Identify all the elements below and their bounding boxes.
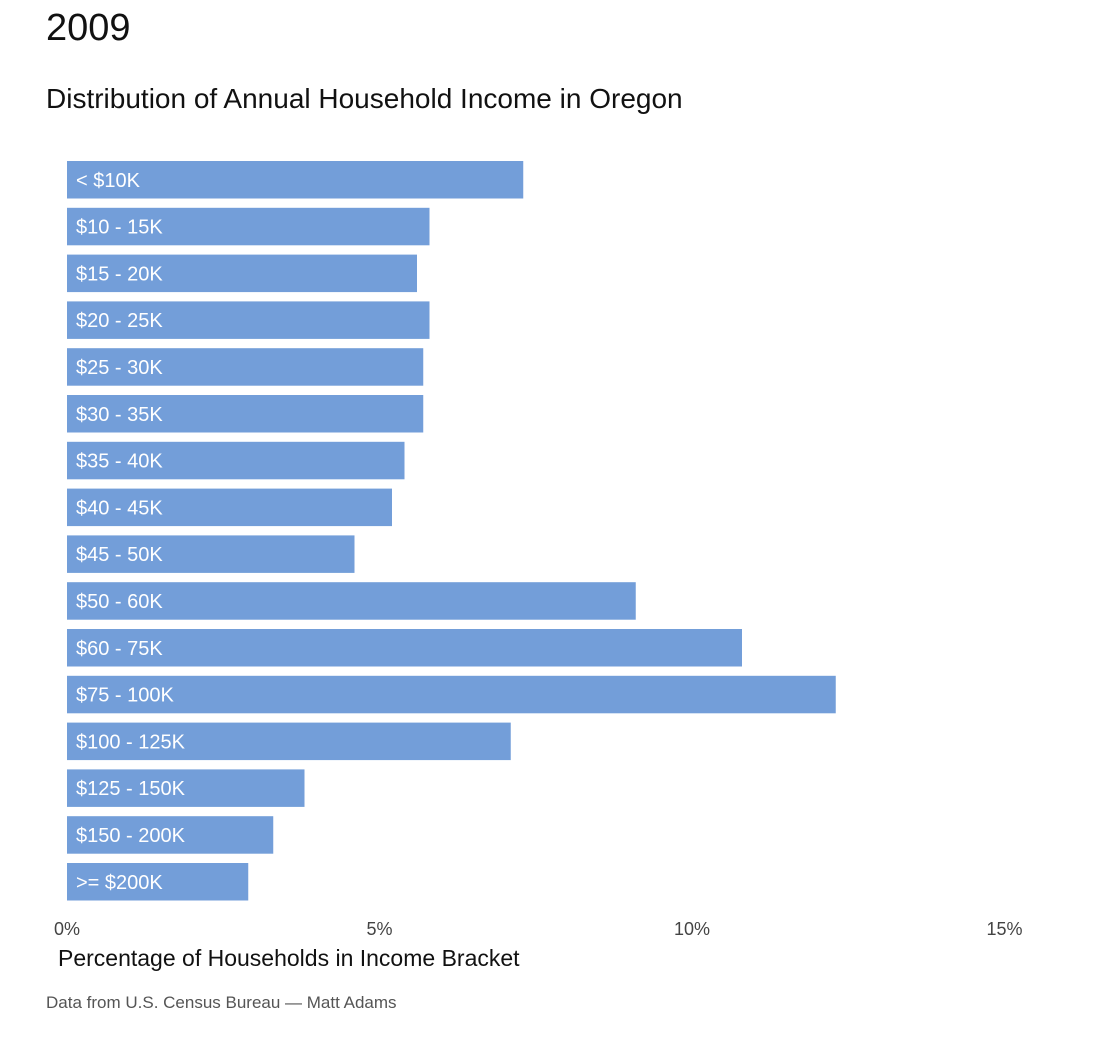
bar-label: $150 - 200K <box>76 825 186 847</box>
bar <box>67 863 249 901</box>
bar-label: $10 - 15K <box>76 217 163 239</box>
x-tick-label: 5% <box>366 919 392 939</box>
bar-label: $15 - 20K <box>76 263 163 285</box>
x-tick-label: 15% <box>986 919 1022 939</box>
bars-layer: < $10K $10 - 15K $15 - 20K $20 - 25K $25 - 3… <box>67 161 836 901</box>
bar-label: $125 - 150K <box>76 778 186 800</box>
bar-label: $100 - 125K <box>76 731 186 753</box>
bar <box>67 161 524 199</box>
x-tick-label: 10% <box>674 919 710 939</box>
x-axis-ticks: 0% 5% 10% 15% <box>54 919 1023 939</box>
bar-chart: < $10K $10 - 15K $15 - 20K $20 - 25K $25 - 3… <box>54 161 1023 939</box>
bar <box>67 301 430 339</box>
bar <box>67 816 274 854</box>
x-axis-label: Percentage of Households in Income Brack… <box>58 945 520 971</box>
bar-label: $50 - 60K <box>76 591 163 613</box>
bar <box>67 441 405 480</box>
bar <box>67 535 355 573</box>
bar-label: $20 - 25K <box>76 310 163 332</box>
chart-title: Distribution of Annual Household Income … <box>46 83 683 114</box>
bar <box>67 722 511 761</box>
bar <box>67 207 430 246</box>
bar-label: $25 - 30K <box>76 357 163 379</box>
credit-text: Data from U.S. Census Bureau — Matt Adam… <box>46 993 397 1012</box>
bar <box>67 582 636 620</box>
bar <box>67 769 305 807</box>
bar-label: $60 - 75K <box>76 638 163 660</box>
bar-label: >= $200K <box>76 872 163 894</box>
bar <box>67 254 417 293</box>
bar-label: $35 - 40K <box>76 451 163 473</box>
bar-label: $75 - 100K <box>76 685 175 707</box>
bar-label: $40 - 45K <box>76 497 163 519</box>
bar-label: $45 - 50K <box>76 544 163 566</box>
bar-label: < $10K <box>76 170 141 192</box>
bar <box>67 395 424 433</box>
x-tick-label: 0% <box>54 919 80 939</box>
bar <box>67 629 742 667</box>
bar-label: $30 - 35K <box>76 404 163 426</box>
bar <box>67 348 424 386</box>
bar <box>67 488 392 527</box>
bar <box>67 675 836 714</box>
year-title: 2009 <box>46 7 131 49</box>
